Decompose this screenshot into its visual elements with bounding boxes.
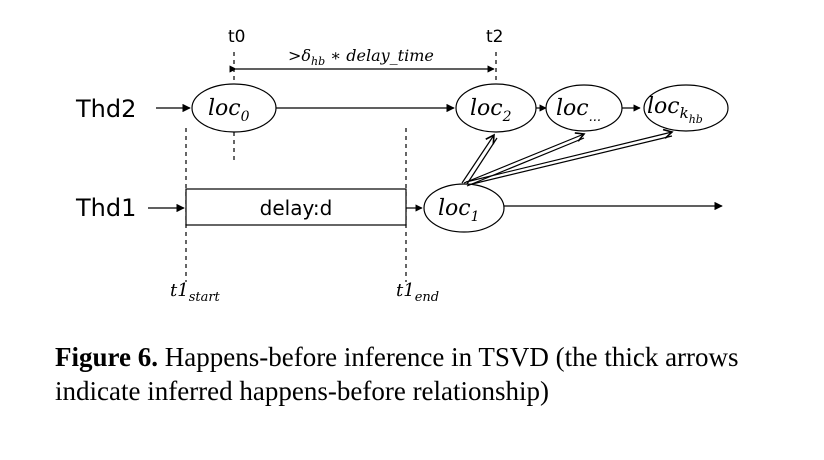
figure-caption-label: Figure 6.	[55, 342, 158, 372]
node-loc-dots-label: loc...	[556, 96, 601, 125]
t1-end-label: t1end	[396, 280, 439, 305]
inferred-arrow-to-loc2	[461, 133, 495, 184]
inferred-arrow-to-lockhb-b	[467, 135, 673, 186]
t2-label: t2	[486, 27, 503, 47]
inferred-arrow-to-lockhb	[465, 128, 674, 183]
inferred-arrow-to-loc2-b	[466, 137, 498, 185]
figure-caption-text: Happens-before inference in TSVD (the th…	[55, 342, 739, 406]
node-loc-khb	[643, 84, 729, 132]
inferred-arrow-to-locdots	[463, 132, 586, 184]
delay-box	[185, 188, 407, 226]
thread-label-thd2: Thd2	[75, 95, 136, 123]
node-loc0-label: loc0	[208, 96, 250, 125]
node-loc2-label: loc2	[470, 96, 512, 125]
inferred-arrow-to-locdots-b	[466, 137, 585, 187]
inferred-hb-arrows	[461, 128, 674, 187]
figure-caption: Figure 6. Happens-before inference in TS…	[55, 340, 795, 408]
delay-box-label: delay:d	[260, 196, 333, 220]
t0-label: t0	[228, 27, 245, 47]
node-loc-khb-label: lockhb	[647, 94, 703, 126]
t1-start-label: t1start	[170, 280, 221, 305]
interval-label: >δhb ∗ delay_time	[288, 46, 434, 68]
node-loc1-label: loc1	[438, 196, 480, 225]
node-loc1	[423, 183, 505, 233]
thread-label-thd1: Thd1	[75, 194, 136, 222]
